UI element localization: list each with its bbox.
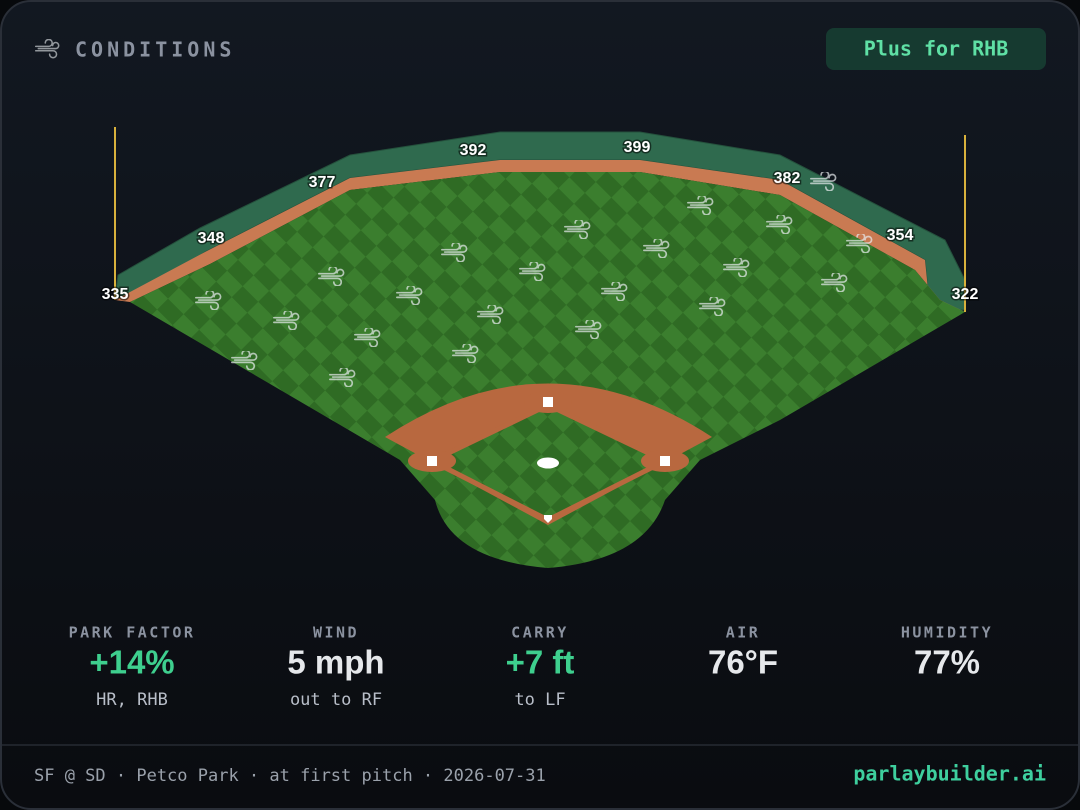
distance-labels: 335 348 377 392 399 382 354 322 — [100, 138, 980, 305]
third-base — [427, 456, 437, 466]
distance-label: 348 — [198, 230, 225, 247]
stat-label: CARRY — [511, 624, 569, 642]
stat-note: to LF — [514, 690, 565, 710]
distance-label: 354 — [887, 227, 914, 244]
footer-info: SF @ SD · Petco Park · at first pitch · … — [34, 766, 546, 786]
pitchers-mound — [537, 457, 559, 469]
stat-label: AIR — [726, 624, 761, 642]
stat-value: 76°F — [708, 644, 778, 681]
stat-note: HR, RHB — [96, 690, 168, 710]
header-title: CONDITIONS — [75, 38, 235, 62]
distance-label: 399 — [624, 139, 651, 156]
stat-note: out to RF — [290, 690, 382, 710]
outfield-grass — [130, 172, 965, 568]
distance-label: 377 — [309, 174, 336, 191]
stat-value: 5 mph — [287, 644, 384, 681]
second-base — [543, 397, 553, 407]
stat-value: +14% — [89, 644, 174, 681]
stat-value: 77% — [914, 644, 980, 681]
first-base — [660, 456, 670, 466]
stat-value: +7 ft — [506, 644, 575, 681]
badge-bg — [826, 28, 1046, 70]
distance-label: 322 — [952, 286, 979, 303]
stat-label: WIND — [313, 624, 359, 642]
warning-track — [115, 160, 965, 312]
distance-label: 335 — [102, 286, 129, 303]
stats-row: PARK FACTOR +14% HR, RHB WIND 5 mph out … — [69, 624, 993, 711]
stat-label: HUMIDITY — [901, 624, 993, 642]
footer-brand[interactable]: parlaybuilder.ai — [853, 762, 1046, 786]
distance-label: 382 — [774, 170, 801, 187]
home-plate — [544, 515, 552, 523]
distance-label: 392 — [460, 142, 487, 159]
ballpark — [114, 127, 966, 568]
badge: Plus for RHB — [864, 37, 1009, 61]
stat-label: PARK FACTOR — [69, 624, 196, 642]
